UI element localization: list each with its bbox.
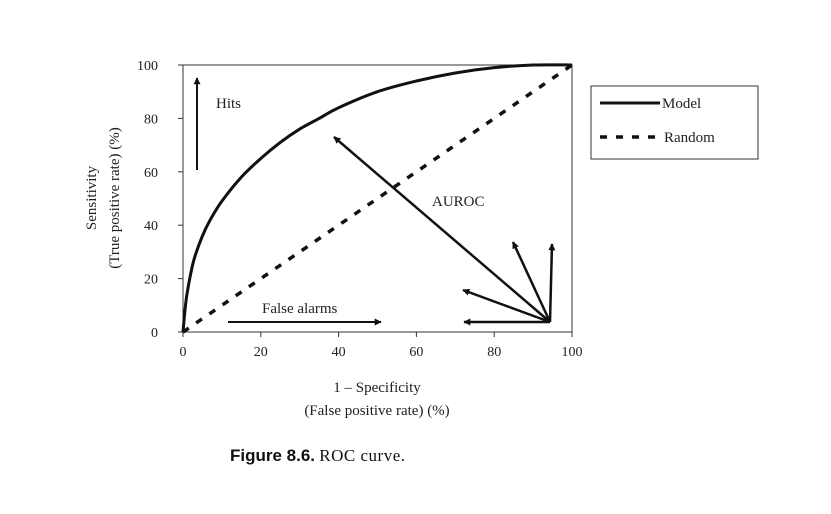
plot-frame bbox=[182, 64, 573, 333]
x-tick-label: 20 bbox=[254, 345, 268, 360]
x-axis-title-line1: 1 – Specificity bbox=[333, 380, 421, 396]
y-tick-label: 20 bbox=[144, 273, 158, 288]
figure-caption: Figure 8.6. ROC curve. bbox=[230, 446, 406, 466]
auroc-label: AUROC bbox=[432, 194, 485, 210]
legend-random-label: Random bbox=[664, 130, 715, 146]
x-axis-ticks: 0 20 40 60 80 100 bbox=[180, 332, 583, 360]
auroc-arrow-left-upper bbox=[462, 288, 551, 324]
y-tick-label: 40 bbox=[144, 219, 158, 234]
model-series-line bbox=[181, 63, 573, 333]
y-axis-ticks: 0 20 40 60 80 100 bbox=[137, 59, 183, 341]
legend-model-label: Model bbox=[662, 96, 701, 112]
y-axis-title-line2: (True positive rate) (%) bbox=[107, 127, 123, 269]
x-tick-label: 80 bbox=[487, 345, 501, 360]
auroc-arrow-fan bbox=[333, 136, 556, 326]
y-axis-title-line1: Sensitivity bbox=[84, 165, 100, 230]
x-tick-label: 60 bbox=[409, 345, 423, 360]
auroc-arrow-main bbox=[333, 136, 551, 323]
x-tick-label: 100 bbox=[562, 345, 583, 360]
legend: Model Random bbox=[590, 85, 759, 160]
x-tick-label: 0 bbox=[180, 345, 187, 360]
auroc-arrow-upleft bbox=[511, 241, 552, 323]
auroc-arrow-up bbox=[548, 243, 556, 323]
x-axis-title-line2: (False positive rate) (%) bbox=[304, 403, 449, 419]
false-alarms-label: False alarms bbox=[262, 301, 338, 317]
figure-caption-text: ROC curve. bbox=[319, 446, 406, 465]
x-tick-label: 40 bbox=[332, 345, 346, 360]
legend-box bbox=[590, 85, 759, 160]
hits-label: Hits bbox=[216, 96, 241, 112]
y-tick-label: 100 bbox=[137, 59, 158, 74]
y-tick-label: 0 bbox=[151, 326, 158, 341]
y-tick-label: 80 bbox=[144, 112, 158, 127]
y-tick-label: 60 bbox=[144, 166, 158, 181]
figure-number: Figure 8.6. bbox=[230, 446, 316, 465]
